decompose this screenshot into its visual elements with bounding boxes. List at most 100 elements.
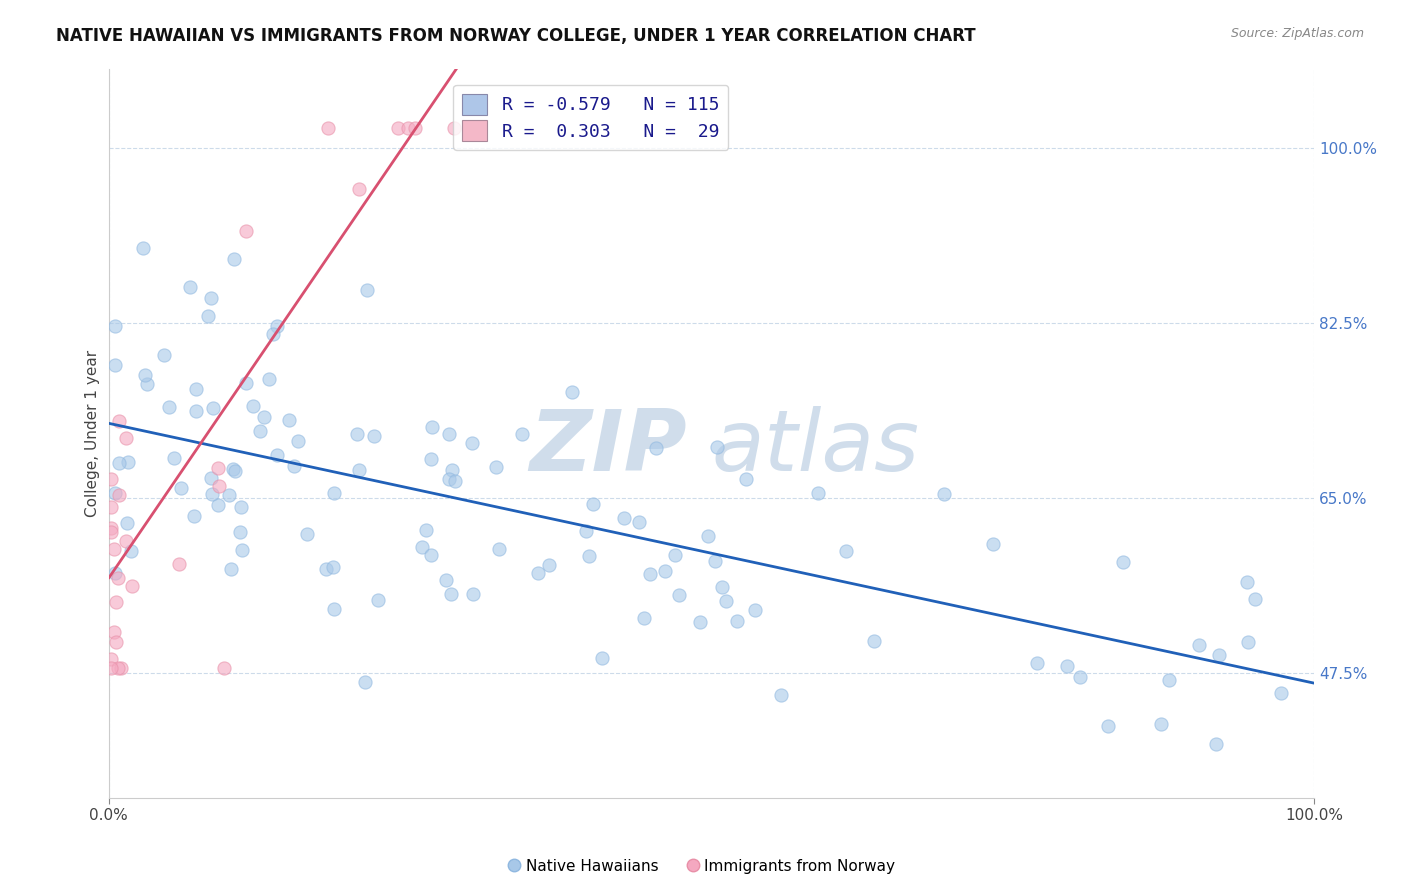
Point [419,548,441,562]
Point [628,516,651,530]
Point [1097,719,1119,733]
Point [1270,686,1292,700]
Point [110,661,132,675]
Point [134,368,156,382]
Point [201,486,224,500]
Point [537,558,560,572]
Point [104,319,127,334]
Point [231,542,253,557]
Point [582,497,605,511]
Point [437,472,460,486]
Point [266,319,288,334]
Point [347,463,370,477]
Point [100,661,122,675]
Point [591,651,613,665]
Point [1069,670,1091,684]
Point [229,525,252,540]
Point [105,595,128,609]
Point [463,587,485,601]
Point [613,510,636,524]
Text: atlas: atlas [711,407,920,490]
Point [654,564,676,578]
Point [668,588,690,602]
Point [316,121,339,136]
Point [266,448,288,462]
Point [117,455,139,469]
Point [107,571,129,585]
Point [1159,673,1181,688]
Point [807,485,830,500]
Point [132,241,155,255]
Point [224,252,246,267]
Point [242,399,264,413]
Point [1236,574,1258,589]
Point [703,554,725,568]
Point [121,579,143,593]
Point [396,121,419,136]
Point [179,280,201,294]
Point [443,474,465,488]
Point [934,487,956,501]
Point [640,566,662,581]
Point [356,283,378,297]
Point [981,537,1004,551]
Point [1056,658,1078,673]
Point [420,419,443,434]
Point [278,413,301,427]
Point [153,348,176,362]
Point [202,401,225,415]
Point [208,479,231,493]
Point [863,634,886,648]
Point [262,327,284,342]
Point [224,464,246,478]
Point [441,463,464,477]
Point [200,291,222,305]
Point [420,451,443,466]
Point [527,566,550,581]
Point [163,450,186,465]
Point [287,434,309,448]
Point [439,427,461,442]
Point [100,500,122,514]
Point [769,688,792,702]
Point [1025,656,1047,670]
Point [257,372,280,386]
Point [104,485,127,500]
Point [488,541,510,556]
Point [1150,717,1173,731]
Point [322,560,344,574]
Point [346,427,368,442]
Point [697,528,720,542]
Point [207,461,229,475]
Point [323,602,346,616]
Point [1237,634,1260,648]
Point [115,431,138,445]
Point [114,533,136,548]
Point [415,523,437,537]
Point [485,460,508,475]
Point [218,488,240,502]
Point [1244,592,1267,607]
Point [835,544,858,558]
Point [1208,648,1230,662]
Point [104,359,127,373]
Point [644,441,666,455]
Point [725,614,748,628]
Point [157,401,180,415]
Point [100,520,122,534]
Point [221,462,243,476]
Point [103,541,125,556]
Point [253,409,276,424]
Point [105,635,128,649]
Point [711,580,734,594]
Point [107,661,129,675]
Point [664,549,686,563]
Point [184,382,207,396]
Point [367,592,389,607]
Point [295,526,318,541]
Point [440,587,463,601]
Point [443,121,465,136]
Point [212,661,235,675]
Point [135,377,157,392]
Point [353,675,375,690]
